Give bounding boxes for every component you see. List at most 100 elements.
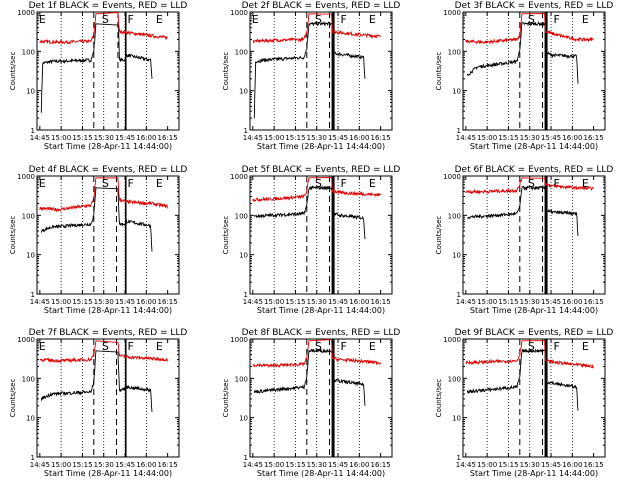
x-axis-label: Start Time (28-Apr-11 14:44:00) xyxy=(470,306,598,315)
plot-frame xyxy=(36,11,180,131)
x-tick-label: 15:30 xyxy=(520,461,540,469)
series-events xyxy=(40,187,153,252)
x-tick-label: 15:15 xyxy=(498,298,518,306)
marker-label: E xyxy=(369,340,376,353)
series-lld xyxy=(252,13,381,44)
y-axis-label: Counts/sec xyxy=(435,379,443,418)
panel-4: Det 4f BLACK = Events, RED = LLD 1 10 100 10… xyxy=(9,165,187,315)
panel-6: Det 6f BLACK = Events, RED = LLD 1 10 100 10… xyxy=(435,165,613,315)
marker-label: S xyxy=(528,340,535,353)
marker-label: E xyxy=(39,177,46,190)
series-lld xyxy=(465,340,594,369)
series-events xyxy=(253,348,366,406)
x-tick-label: 15:15 xyxy=(285,134,305,142)
x-tick-label: 16:00 xyxy=(349,134,369,142)
y-tick-label: 10 xyxy=(452,252,461,260)
y-tick-label: 100 xyxy=(22,212,35,220)
series-events xyxy=(466,348,579,411)
series-lld xyxy=(39,177,169,213)
x-tick-label: 15:30 xyxy=(94,134,114,142)
series-events xyxy=(253,185,366,240)
x-tick-label: 15:15 xyxy=(498,134,518,142)
y-tick-label: 1000 xyxy=(230,336,248,344)
x-tick-label: 16:15 xyxy=(158,298,178,306)
x-tick-label: 16:15 xyxy=(584,298,604,306)
marker-label: E xyxy=(39,13,46,26)
x-tick-label: 15:45 xyxy=(541,134,561,142)
panel-title: Det 3f BLACK = Events, RED = LLD xyxy=(455,1,614,11)
marker-label: F xyxy=(127,177,133,190)
plot-frame xyxy=(36,175,180,295)
y-axis-label: Counts/sec xyxy=(9,52,17,91)
y-axis-label: Counts/sec xyxy=(435,52,443,91)
x-axis-label: Start Time (28-Apr-11 14:44:00) xyxy=(470,142,598,151)
x-tick-label: 16:15 xyxy=(371,134,391,142)
plot-frame xyxy=(462,11,606,131)
x-tick-label: 15:00 xyxy=(264,134,284,142)
x-axis-label: Start Time (28-Apr-11 14:44:00) xyxy=(470,469,598,478)
panel-1: Det 1f BLACK = Events, RED = LLD 1 10 100 10… xyxy=(9,1,187,151)
x-tick-label: 15:30 xyxy=(307,298,327,306)
x-tick-label: 15:45 xyxy=(115,134,135,142)
series-lld xyxy=(465,177,595,195)
x-tick-label: 15:00 xyxy=(264,298,284,306)
x-tick-label: 15:00 xyxy=(51,134,71,142)
marker-label: F xyxy=(127,340,133,353)
x-axis-label: Start Time (28-Apr-11 14:44:00) xyxy=(257,469,385,478)
x-tick-label: 14:45 xyxy=(30,461,50,469)
y-tick-label: 100 xyxy=(448,48,461,56)
x-tick-label: 15:15 xyxy=(72,461,92,469)
y-tick-label: 100 xyxy=(235,375,248,383)
x-axis-label: Start Time (28-Apr-11 14:44:00) xyxy=(44,142,172,151)
plot-frame xyxy=(249,175,393,295)
plot-frame xyxy=(249,11,393,131)
y-axis-label: Counts/sec xyxy=(9,379,17,418)
y-tick-label: 10 xyxy=(452,415,461,423)
plot-frame xyxy=(462,175,606,295)
y-tick-label: 1000 xyxy=(230,173,248,181)
series-events xyxy=(467,184,579,236)
panel-title: Det 4f BLACK = Events, RED = LLD xyxy=(29,165,188,175)
x-tick-label: 15:30 xyxy=(307,134,327,142)
x-tick-label: 16:00 xyxy=(349,461,369,469)
x-tick-label: 16:00 xyxy=(136,298,156,306)
marker-label: E xyxy=(582,177,589,190)
x-tick-label: 14:45 xyxy=(243,134,263,142)
y-tick-label: 100 xyxy=(22,375,35,383)
x-tick-label: 15:30 xyxy=(94,298,114,306)
x-tick-label: 15:00 xyxy=(477,134,497,142)
y-tick-label: 1 xyxy=(457,454,461,462)
marker-label: S xyxy=(315,13,322,26)
marker-label: E xyxy=(582,13,589,26)
marker-label: F xyxy=(127,13,133,26)
y-tick-label: 1 xyxy=(244,127,248,135)
x-tick-label: 15:45 xyxy=(541,461,561,469)
panel-title: Det 2f BLACK = Events, RED = LLD xyxy=(242,1,401,11)
x-tick-label: 16:00 xyxy=(562,134,582,142)
y-tick-label: 1 xyxy=(457,127,461,135)
marker-label: E xyxy=(156,13,163,26)
series-lld xyxy=(465,13,594,45)
panel-2: Det 2f BLACK = Events, RED = LLD 1 10 100 10… xyxy=(222,1,400,151)
y-tick-label: 100 xyxy=(448,212,461,220)
panel-title: Det 1f BLACK = Events, RED = LLD xyxy=(29,1,188,11)
x-tick-label: 14:45 xyxy=(456,461,476,469)
x-tick-label: 14:45 xyxy=(456,298,476,306)
y-tick-label: 1 xyxy=(244,454,248,462)
y-tick-label: 1000 xyxy=(17,9,35,17)
x-tick-label: 16:15 xyxy=(371,461,391,469)
x-tick-label: 15:45 xyxy=(115,461,135,469)
x-tick-label: 15:15 xyxy=(285,298,305,306)
panel-9: Det 9f BLACK = Events, RED = LLD 1 10 100 10… xyxy=(435,328,613,478)
marker-label: F xyxy=(553,340,559,353)
series-events xyxy=(40,23,153,113)
y-axis-label: Counts/sec xyxy=(222,379,230,418)
y-tick-label: 10 xyxy=(26,252,35,260)
x-tick-label: 16:15 xyxy=(371,298,391,306)
x-tick-label: 15:45 xyxy=(328,461,348,469)
marker-label: S xyxy=(528,177,535,190)
y-tick-label: 1 xyxy=(31,127,35,135)
panel-7: Det 7f BLACK = Events, RED = LLD 1 10 100 10… xyxy=(9,328,187,478)
series-lld xyxy=(39,340,169,364)
